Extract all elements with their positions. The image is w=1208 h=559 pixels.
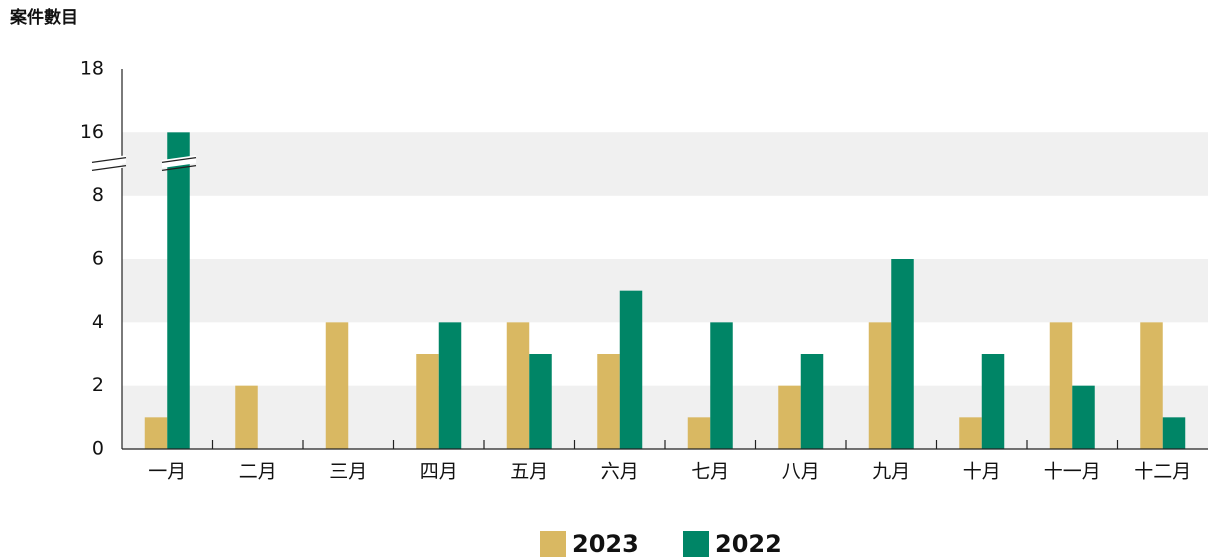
x-tick-label: 九月 [872, 461, 910, 483]
bar [597, 354, 620, 449]
bar [800, 354, 824, 449]
bar [438, 322, 462, 449]
axis-break-mark [91, 157, 127, 163]
axis-break-mark [161, 165, 197, 171]
y-tick-label: 6 [92, 248, 104, 270]
bar [235, 385, 258, 449]
bar [868, 322, 892, 449]
x-tick-label: 四月 [420, 461, 458, 483]
bar [710, 322, 733, 449]
x-tick-label: 八月 [782, 461, 820, 483]
legend-label: 2023 [572, 530, 639, 558]
bar [1049, 322, 1073, 449]
axis-break-mark [161, 157, 197, 163]
bar [778, 385, 801, 449]
bar [619, 290, 643, 449]
bar [167, 132, 190, 450]
y-tick-label: 4 [92, 311, 104, 333]
bar [1140, 322, 1163, 449]
y-tick-label: 18 [80, 58, 104, 80]
bar [1162, 417, 1186, 449]
bar [1072, 385, 1095, 449]
bar [325, 322, 349, 449]
grid-band [122, 385, 1208, 449]
y-tick-label: 2 [92, 374, 104, 396]
bar [687, 417, 711, 449]
x-tick-label: 一月 [148, 461, 186, 483]
y-tick-label: 8 [92, 184, 104, 206]
x-tick-label: 十月 [963, 461, 1001, 483]
x-tick-label: 十二月 [1134, 461, 1191, 483]
bar [506, 322, 530, 449]
grid-band [122, 259, 1208, 323]
axis-break-mark [91, 165, 127, 171]
x-tick-label: 六月 [601, 461, 639, 483]
legend-label: 2022 [715, 530, 782, 558]
legend-swatch [683, 531, 709, 557]
bar [959, 417, 982, 449]
x-tick-label: 七月 [691, 461, 729, 483]
bar [144, 417, 168, 449]
x-tick-label: 二月 [239, 461, 277, 483]
grid-band [122, 132, 1208, 196]
bar [529, 354, 552, 449]
legend-swatch [540, 531, 566, 557]
bar [891, 259, 914, 449]
y-tick-label: 16 [80, 121, 104, 143]
x-tick-label: 十一月 [1044, 461, 1101, 483]
x-tick-label: 三月 [329, 461, 367, 483]
x-tick-label: 五月 [510, 461, 548, 483]
axis-title: 案件數目 [9, 7, 78, 28]
bar [416, 354, 439, 449]
bar [981, 354, 1005, 449]
y-tick-label: 0 [92, 438, 104, 460]
